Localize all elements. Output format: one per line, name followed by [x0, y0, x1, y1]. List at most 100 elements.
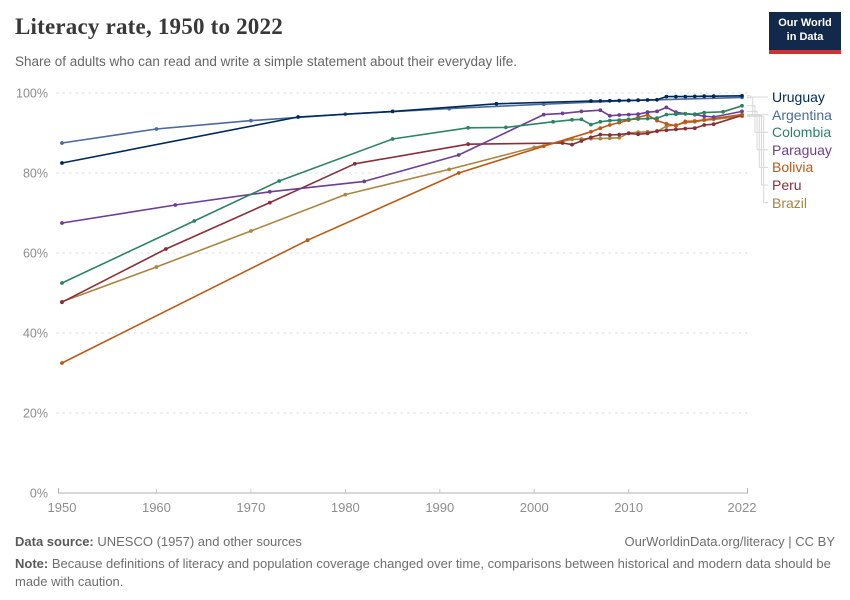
data-point-bolivia[interactable]	[683, 119, 688, 124]
data-point-uruguay[interactable]	[655, 97, 659, 102]
data-point-colombia[interactable]	[655, 116, 659, 121]
data-point-paraguay[interactable]	[541, 112, 546, 117]
data-point-uruguay[interactable]	[494, 101, 499, 106]
data-point-uruguay[interactable]	[692, 94, 697, 99]
data-point-colombia[interactable]	[579, 117, 584, 122]
data-point-paraguay[interactable]	[711, 115, 716, 119]
data-point-colombia[interactable]	[607, 118, 612, 123]
data-point-brazil[interactable]	[598, 136, 603, 141]
data-point-peru[interactable]	[598, 132, 603, 137]
data-point-colombia[interactable]	[277, 179, 282, 183]
data-point-paraguay[interactable]	[655, 109, 659, 114]
data-point-peru[interactable]	[645, 131, 650, 136]
data-point-bolivia[interactable]	[645, 113, 650, 117]
data-point-uruguay[interactable]	[664, 94, 669, 99]
owid-citation-link[interactable]: OurWorldinData.org/literacy | CC BY	[624, 534, 835, 549]
series-line-uruguay[interactable]	[61, 95, 743, 164]
data-point-peru[interactable]	[607, 133, 612, 137]
data-point-peru[interactable]	[626, 131, 631, 136]
data-point-colombia[interactable]	[721, 109, 725, 114]
data-point-bolivia[interactable]	[692, 119, 697, 123]
data-point-paraguay[interactable]	[173, 203, 178, 207]
data-point-brazil[interactable]	[343, 192, 348, 197]
data-point-colombia[interactable]	[740, 103, 744, 108]
data-point-paraguay[interactable]	[267, 189, 272, 194]
data-point-uruguay[interactable]	[636, 98, 640, 103]
data-point-colombia[interactable]	[551, 119, 555, 124]
data-point-paraguay[interactable]	[598, 108, 603, 113]
data-point-uruguay[interactable]	[607, 98, 612, 103]
data-point-paraguay[interactable]	[60, 221, 64, 225]
data-point-brazil[interactable]	[154, 265, 159, 269]
data-point-peru[interactable]	[655, 129, 659, 133]
data-point-peru[interactable]	[664, 128, 669, 133]
data-point-colombia[interactable]	[192, 219, 197, 223]
legend-item-argentina[interactable]: Argentina	[772, 106, 832, 123]
data-point-peru[interactable]	[711, 122, 716, 127]
data-point-uruguay[interactable]	[390, 109, 395, 114]
data-point-colombia[interactable]	[570, 117, 574, 122]
data-point-brazil[interactable]	[617, 135, 622, 140]
data-point-bolivia[interactable]	[740, 112, 744, 117]
data-point-peru[interactable]	[560, 141, 565, 145]
data-point-peru[interactable]	[589, 135, 593, 140]
data-point-bolivia[interactable]	[607, 123, 612, 127]
data-point-uruguay[interactable]	[296, 115, 300, 119]
data-point-bolivia[interactable]	[456, 171, 461, 175]
data-point-argentina[interactable]	[249, 118, 253, 123]
data-point-uruguay[interactable]	[598, 99, 603, 103]
data-point-paraguay[interactable]	[617, 113, 622, 117]
data-point-argentina[interactable]	[541, 102, 546, 107]
data-point-colombia[interactable]	[589, 122, 593, 127]
legend-item-brazil[interactable]: Brazil	[772, 194, 808, 211]
data-point-colombia[interactable]	[674, 112, 678, 117]
data-point-bolivia[interactable]	[305, 238, 310, 243]
data-point-paraguay[interactable]	[626, 112, 631, 117]
data-point-peru[interactable]	[683, 126, 688, 131]
data-point-colombia[interactable]	[645, 116, 650, 121]
data-point-peru[interactable]	[674, 127, 678, 132]
data-point-bolivia[interactable]	[598, 126, 603, 131]
data-point-colombia[interactable]	[664, 112, 669, 117]
data-point-peru[interactable]	[267, 200, 272, 205]
data-point-brazil[interactable]	[447, 167, 452, 172]
data-point-uruguay[interactable]	[702, 94, 707, 99]
data-point-uruguay[interactable]	[589, 99, 593, 103]
data-point-peru[interactable]	[692, 126, 697, 131]
data-point-peru[interactable]	[570, 142, 574, 147]
data-point-paraguay[interactable]	[456, 153, 461, 157]
data-point-uruguay[interactable]	[674, 94, 678, 99]
data-point-colombia[interactable]	[390, 137, 395, 141]
data-point-brazil[interactable]	[249, 229, 253, 233]
data-point-colombia[interactable]	[466, 125, 470, 130]
data-point-paraguay[interactable]	[560, 111, 565, 116]
data-point-colombia[interactable]	[617, 118, 622, 123]
data-point-bolivia[interactable]	[541, 144, 546, 149]
data-point-peru[interactable]	[636, 132, 640, 137]
legend-item-peru[interactable]: Peru	[772, 177, 802, 193]
data-point-uruguay[interactable]	[617, 98, 622, 103]
data-point-colombia[interactable]	[504, 125, 508, 130]
data-point-uruguay[interactable]	[740, 93, 744, 98]
data-point-paraguay[interactable]	[664, 105, 669, 110]
data-point-paraguay[interactable]	[607, 113, 612, 118]
data-point-peru[interactable]	[579, 139, 584, 143]
data-point-paraguay[interactable]	[645, 110, 650, 115]
data-point-paraguay[interactable]	[636, 112, 640, 117]
data-point-argentina[interactable]	[60, 141, 64, 145]
data-point-peru[interactable]	[466, 142, 470, 147]
legend-item-uruguay[interactable]: Uruguay	[772, 89, 825, 105]
data-point-bolivia[interactable]	[702, 117, 707, 122]
data-point-colombia[interactable]	[702, 110, 707, 115]
data-point-bolivia[interactable]	[60, 361, 64, 365]
data-point-colombia[interactable]	[598, 119, 603, 124]
data-point-colombia[interactable]	[626, 117, 631, 122]
data-point-uruguay[interactable]	[626, 98, 631, 103]
data-point-peru[interactable]	[60, 300, 64, 305]
data-point-paraguay[interactable]	[579, 109, 584, 114]
data-point-peru[interactable]	[352, 161, 357, 166]
data-point-uruguay[interactable]	[683, 94, 688, 99]
data-point-colombia[interactable]	[60, 281, 64, 285]
legend-item-paraguay[interactable]: Paraguay	[772, 141, 832, 158]
data-point-uruguay[interactable]	[60, 161, 64, 165]
